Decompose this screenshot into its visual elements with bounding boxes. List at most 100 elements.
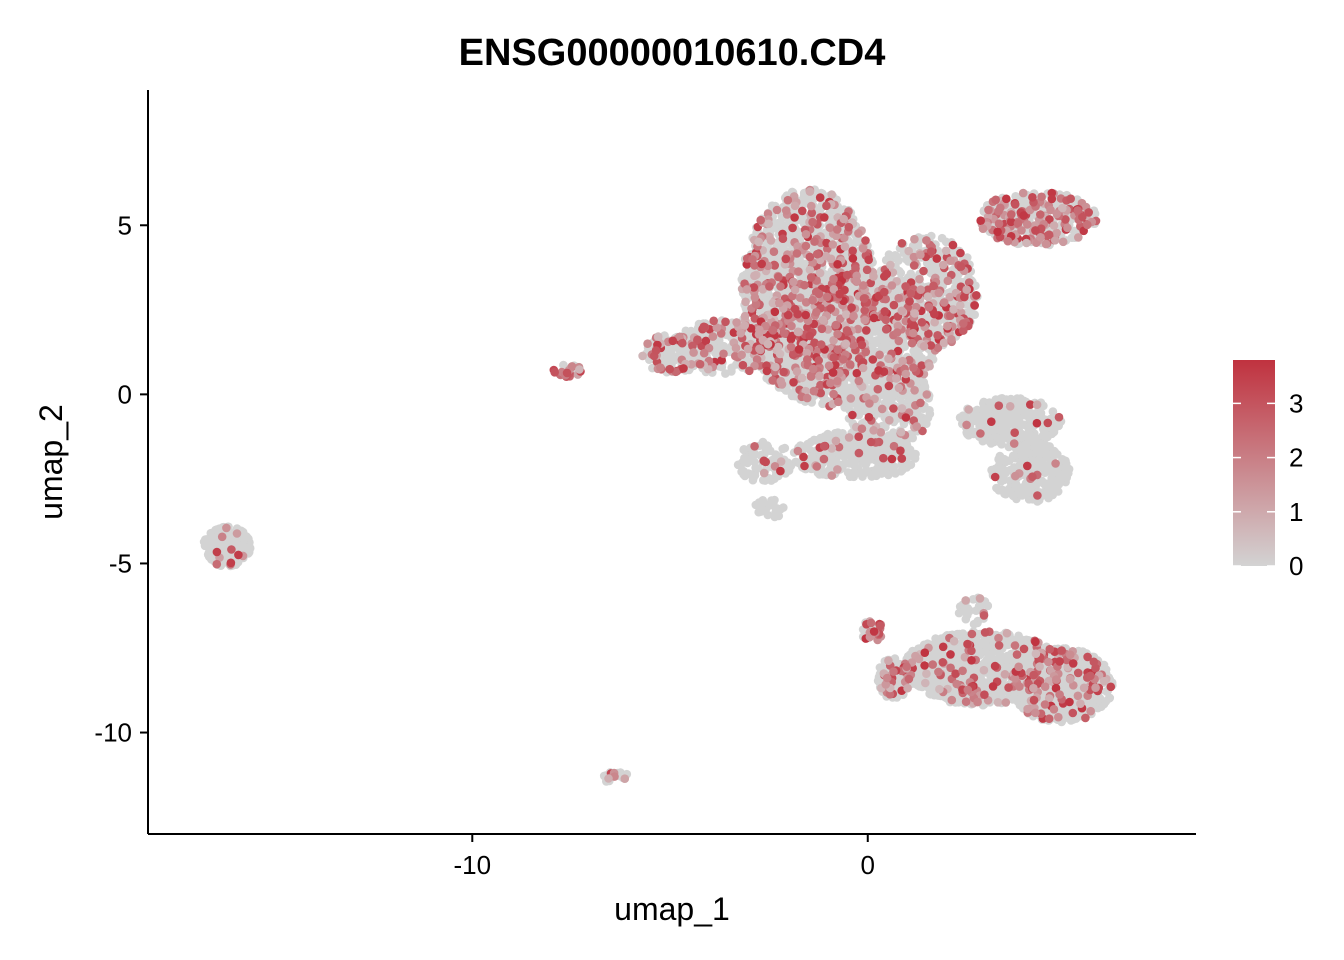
cell-point [1011, 192, 1020, 201]
cell-point [877, 468, 886, 477]
cell-point [818, 399, 828, 408]
cell-point [783, 458, 793, 468]
cell-point [889, 462, 899, 471]
cell-point [740, 471, 750, 481]
cell-point [1002, 418, 1011, 427]
cell-point [969, 416, 979, 426]
cell-point [1036, 449, 1045, 459]
cell-point [996, 477, 1006, 486]
cell-point [739, 456, 749, 466]
cell-point [870, 327, 880, 336]
cell-point [754, 507, 763, 517]
cell-point [771, 508, 780, 518]
cell-point [816, 433, 825, 443]
cell-point [824, 431, 834, 441]
cell-point [751, 500, 761, 510]
cell-point [750, 471, 759, 481]
cell-point [854, 410, 864, 420]
cell-point [1036, 408, 1046, 418]
cell-point [826, 462, 836, 471]
cell-point [909, 241, 919, 250]
cell-point [926, 265, 936, 275]
cell-point [719, 341, 729, 351]
cell-point [1062, 463, 1071, 473]
cell-point [941, 237, 951, 247]
cell-point [1008, 451, 1018, 461]
cell-point [859, 439, 869, 449]
cell-point [721, 369, 730, 378]
cell-point [993, 433, 1003, 443]
cell-point [884, 470, 893, 480]
cell-point [727, 363, 736, 373]
cell-point [780, 443, 790, 453]
cell-point [750, 450, 759, 459]
cell-point [1021, 440, 1031, 449]
cell-point [1048, 449, 1057, 459]
cell-point [753, 464, 763, 473]
cell-point [763, 510, 773, 520]
cell-point [997, 455, 1006, 465]
cell-point [906, 392, 916, 402]
cell-point [983, 404, 992, 413]
cell-point [760, 476, 770, 485]
cell-point [880, 444, 889, 453]
cell-point [892, 253, 902, 262]
cell-point [979, 411, 988, 420]
cell-point [1049, 427, 1059, 437]
chart-title: ENSG00000010610.CD4 [459, 32, 886, 74]
cell-point [1020, 410, 1029, 420]
cell-point [1001, 489, 1010, 499]
cell-point [898, 465, 907, 475]
cell-point [1051, 465, 1060, 474]
cell-point [1021, 489, 1031, 499]
cell-point [758, 496, 768, 505]
cell-point [862, 465, 871, 475]
cell-point [1011, 479, 1021, 489]
cell-point [843, 468, 853, 477]
cell-point [1039, 479, 1049, 489]
cell-point [1048, 407, 1058, 416]
cell-point [997, 440, 1006, 449]
cell-point [923, 413, 933, 423]
cell-point [850, 468, 860, 478]
cell-point [889, 390, 898, 399]
cell-point [912, 351, 921, 361]
cell-point [803, 439, 812, 449]
cell-point [843, 447, 852, 457]
cell-point [758, 437, 768, 447]
cell-point [770, 495, 779, 505]
cell-point [866, 455, 875, 464]
cell-point [779, 503, 788, 512]
cell-point [986, 439, 996, 448]
cell-point [667, 348, 676, 358]
cell-point [963, 429, 972, 439]
cell-point [958, 411, 968, 421]
cell-point [1039, 427, 1049, 436]
cell-point [1030, 459, 1039, 468]
cell-point [800, 259, 810, 269]
cell-point [1053, 480, 1062, 490]
cell-point [994, 485, 1004, 495]
cell-point [1055, 472, 1064, 482]
cell-point [750, 457, 759, 467]
cell-point [1040, 440, 1050, 449]
cell-point [807, 452, 817, 461]
cell-point [833, 428, 843, 437]
cell-point [1062, 473, 1071, 482]
cell-point [1015, 418, 1024, 427]
cell-point [884, 431, 893, 440]
cell-point [822, 333, 831, 342]
points-layer [199, 185, 1117, 786]
cell-point [766, 446, 775, 456]
cell-point [844, 439, 853, 449]
cell-point [906, 269, 916, 279]
cell-point [1008, 491, 1018, 501]
cell-point [920, 381, 929, 390]
cell-point [1053, 487, 1063, 496]
cell-point [660, 331, 669, 340]
cell-point [872, 336, 882, 346]
cell-point [978, 436, 988, 446]
cell-point [1023, 422, 1033, 432]
cell-point [925, 406, 934, 415]
